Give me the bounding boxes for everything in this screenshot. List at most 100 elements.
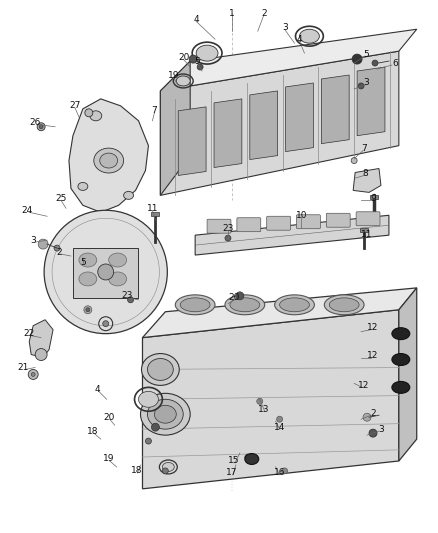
- Ellipse shape: [79, 253, 97, 267]
- Ellipse shape: [109, 272, 127, 286]
- Text: 11: 11: [361, 230, 373, 239]
- Text: 12: 12: [367, 323, 379, 332]
- Circle shape: [145, 438, 152, 444]
- Text: 23: 23: [121, 292, 132, 301]
- Text: 2: 2: [261, 9, 267, 18]
- Circle shape: [31, 373, 35, 376]
- Text: 23: 23: [222, 224, 233, 233]
- Circle shape: [54, 245, 60, 251]
- Bar: [370, 196, 378, 199]
- Text: 6: 6: [392, 59, 398, 68]
- Polygon shape: [178, 107, 206, 175]
- Circle shape: [35, 349, 47, 360]
- Circle shape: [152, 423, 159, 431]
- Text: 5: 5: [363, 50, 369, 59]
- Text: 5: 5: [80, 257, 86, 266]
- Circle shape: [277, 416, 283, 422]
- Polygon shape: [214, 99, 242, 167]
- Text: 18: 18: [87, 426, 99, 435]
- Polygon shape: [160, 51, 399, 196]
- Text: 19: 19: [168, 71, 179, 80]
- Polygon shape: [286, 83, 314, 151]
- Ellipse shape: [275, 295, 314, 315]
- Polygon shape: [357, 67, 385, 136]
- Text: 4: 4: [297, 35, 302, 44]
- FancyBboxPatch shape: [297, 215, 320, 229]
- Circle shape: [37, 123, 45, 131]
- Text: 3: 3: [30, 236, 36, 245]
- Ellipse shape: [100, 153, 118, 168]
- Text: 22: 22: [24, 329, 35, 338]
- Circle shape: [28, 369, 38, 379]
- Text: 14: 14: [274, 423, 285, 432]
- Text: 12: 12: [367, 351, 379, 360]
- Ellipse shape: [148, 359, 173, 381]
- FancyBboxPatch shape: [207, 219, 231, 233]
- Polygon shape: [142, 288, 417, 337]
- Polygon shape: [399, 288, 417, 461]
- Text: 25: 25: [55, 194, 67, 203]
- Polygon shape: [250, 91, 278, 159]
- Circle shape: [363, 413, 371, 421]
- Text: 21: 21: [18, 363, 29, 372]
- Text: 10: 10: [296, 211, 307, 220]
- Ellipse shape: [162, 463, 174, 471]
- Text: 7: 7: [152, 106, 157, 115]
- Polygon shape: [160, 29, 417, 91]
- Text: 1: 1: [229, 9, 235, 18]
- Circle shape: [85, 109, 93, 117]
- Ellipse shape: [225, 295, 265, 315]
- Circle shape: [103, 321, 109, 327]
- Circle shape: [84, 306, 92, 314]
- Circle shape: [44, 211, 167, 334]
- Text: 3: 3: [363, 78, 369, 87]
- Circle shape: [162, 468, 168, 474]
- Ellipse shape: [392, 353, 410, 366]
- Text: 11: 11: [147, 204, 158, 213]
- Circle shape: [39, 125, 43, 129]
- Circle shape: [236, 292, 244, 300]
- Text: 7: 7: [361, 144, 367, 153]
- Text: 27: 27: [69, 101, 81, 110]
- Ellipse shape: [78, 182, 88, 190]
- Ellipse shape: [175, 295, 215, 315]
- Ellipse shape: [141, 393, 190, 435]
- Ellipse shape: [245, 454, 259, 464]
- Polygon shape: [142, 310, 399, 489]
- Text: 20: 20: [179, 53, 190, 62]
- Ellipse shape: [392, 328, 410, 340]
- Ellipse shape: [79, 272, 97, 286]
- Text: 16: 16: [274, 469, 286, 478]
- Text: 2: 2: [56, 247, 62, 256]
- Circle shape: [369, 429, 377, 437]
- Text: 4: 4: [193, 15, 199, 24]
- Ellipse shape: [230, 298, 260, 312]
- Text: 18: 18: [131, 466, 142, 475]
- Text: 26: 26: [29, 118, 41, 127]
- Ellipse shape: [176, 76, 190, 86]
- FancyBboxPatch shape: [237, 218, 261, 232]
- Ellipse shape: [141, 353, 179, 385]
- Ellipse shape: [324, 295, 364, 315]
- Circle shape: [98, 264, 114, 280]
- Polygon shape: [195, 215, 389, 255]
- Text: 2: 2: [370, 409, 376, 418]
- Ellipse shape: [180, 298, 210, 312]
- Text: 8: 8: [362, 169, 368, 178]
- Text: 4: 4: [95, 385, 101, 394]
- Polygon shape: [321, 75, 349, 144]
- Text: 19: 19: [103, 455, 114, 464]
- Ellipse shape: [94, 148, 124, 173]
- Ellipse shape: [148, 399, 183, 429]
- Circle shape: [86, 308, 90, 312]
- Ellipse shape: [300, 29, 319, 43]
- Circle shape: [257, 398, 263, 404]
- Circle shape: [358, 83, 364, 89]
- Circle shape: [351, 158, 357, 164]
- Text: 20: 20: [228, 293, 240, 302]
- Polygon shape: [29, 320, 53, 358]
- Circle shape: [245, 454, 251, 460]
- FancyBboxPatch shape: [326, 213, 350, 227]
- Text: 20: 20: [103, 413, 114, 422]
- Ellipse shape: [155, 405, 176, 423]
